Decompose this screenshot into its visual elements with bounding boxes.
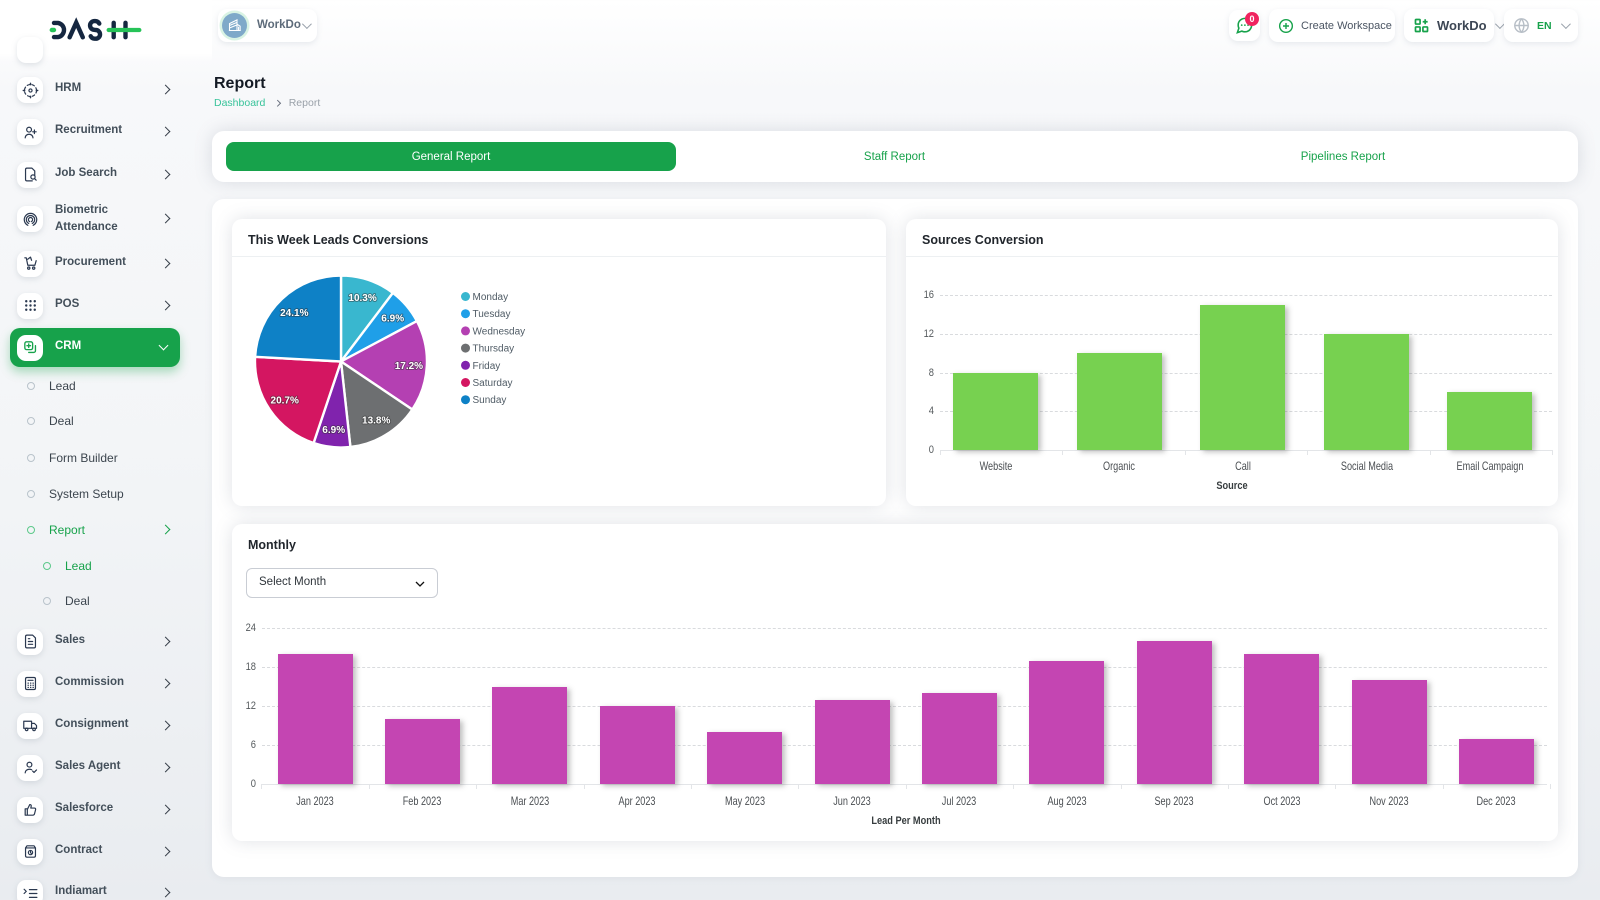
svg-text:20.7%: 20.7% <box>271 396 299 407</box>
svg-text:Thursday: Thursday <box>473 344 515 355</box>
svg-text:6.9%: 6.9% <box>322 425 345 436</box>
svg-text:24.1%: 24.1% <box>280 308 308 319</box>
svg-text:Saturday: Saturday <box>473 378 513 389</box>
svg-text:10.3%: 10.3% <box>348 293 376 304</box>
svg-text:17.2%: 17.2% <box>395 361 423 372</box>
svg-text:Tuesday: Tuesday <box>473 309 511 320</box>
svg-text:Wednesday: Wednesday <box>473 326 526 337</box>
svg-text:Friday: Friday <box>473 361 501 372</box>
svg-text:Sunday: Sunday <box>473 395 507 406</box>
svg-text:6.9%: 6.9% <box>381 313 404 324</box>
svg-text:13.8%: 13.8% <box>362 416 390 427</box>
svg-text:Monday: Monday <box>473 292 509 303</box>
